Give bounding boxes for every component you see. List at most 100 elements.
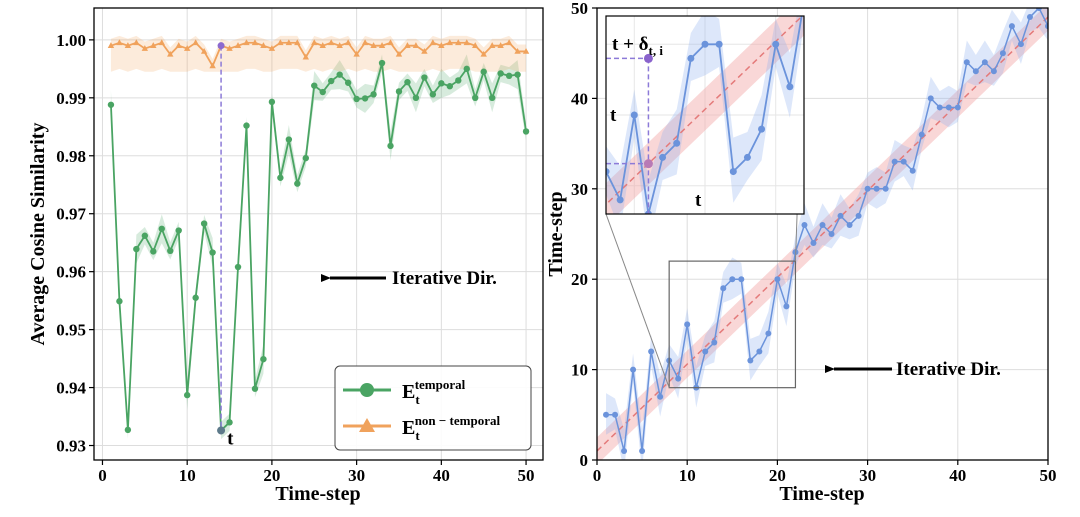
legend-marker-temporal: [360, 383, 374, 397]
temporal-point: [192, 294, 199, 301]
inset-series-point: [574, 154, 581, 161]
temporal-point: [336, 71, 343, 78]
non-temporal-point: [438, 42, 445, 48]
right-series-point: [621, 447, 628, 454]
right-series-point: [747, 357, 754, 364]
inset-series-point: [606, 168, 610, 176]
temporal-point: [302, 154, 309, 162]
inset-series-point: [532, 310, 539, 317]
non-temporal-point: [463, 39, 470, 46]
right-series-point: [855, 212, 862, 219]
non-temporal-point: [353, 50, 360, 57]
left-y-ticks: 0.93 0.94 0.95 0.96 0.97 0.98 0.99 1.00: [56, 31, 94, 456]
right-y-tick-label: 50: [571, 0, 588, 18]
right-x-tick-label: 10: [679, 466, 696, 485]
left-x-tick-label: 20: [263, 466, 280, 485]
right-series-point: [891, 158, 898, 165]
temporal-point: [260, 355, 267, 363]
non-temporal-point: [370, 42, 377, 48]
right-series-point: [603, 411, 610, 418]
temporal-point: [472, 94, 479, 102]
right-y-ticks: 0 10 20 30 40 50: [571, 0, 597, 470]
inset-series-point: [743, 153, 751, 161]
right-x-tick-label: 30: [859, 466, 876, 485]
temporal-point: [243, 122, 250, 129]
legend-label-non-temporal: Etnon − temporal: [402, 413, 500, 443]
inset-series-point: [630, 111, 638, 119]
right-series-point: [1017, 41, 1024, 48]
left-legend: Ettemporal Etnon − temporal: [334, 365, 532, 451]
inset-t-delta-label: t + δt, i: [612, 34, 663, 58]
non-temporal-point: [319, 42, 326, 48]
inset-frame: [605, 15, 805, 215]
temporal-point: [455, 77, 462, 84]
temporal-point: [277, 174, 284, 181]
inset-series-point: [701, 40, 709, 48]
inset-chart: t + δt, i t t: [518, 0, 808, 317]
right-series-point: [639, 447, 646, 454]
temporal-point: [251, 385, 259, 392]
inset-series-point: [729, 168, 737, 176]
non-temporal-point: [311, 39, 318, 46]
inset-series-point: [588, 225, 595, 232]
inset-series-point: [687, 54, 695, 62]
right-series-point: [612, 411, 619, 418]
right-series-point: [873, 185, 880, 192]
right-series-point: [882, 185, 889, 192]
non-temporal-point: [336, 42, 343, 48]
right-series-point: [738, 276, 745, 283]
right-series-point: [801, 221, 808, 228]
non-temporal-point: [183, 45, 191, 51]
inset-series-point: [758, 125, 766, 133]
left-y-tick-label: 0.97: [56, 205, 86, 224]
right-series-point: [864, 185, 871, 192]
non-temporal-point: [344, 39, 352, 46]
left-t-low-point: [217, 426, 226, 435]
right-series-point: [648, 348, 655, 355]
legend-entry-non-temporal: Etnon − temporal: [343, 413, 500, 443]
right-diagonal-line: [597, 16, 1048, 452]
non-temporal-point: [488, 42, 496, 48]
right-plot-frame: [596, 7, 1049, 461]
non-temporal-point: [141, 45, 149, 51]
inset-series-point: [715, 40, 723, 48]
non-temporal-point: [260, 42, 267, 48]
non-temporal-point: [446, 39, 454, 46]
non-temporal-point: [412, 42, 420, 48]
temporal-point: [268, 98, 276, 106]
temporal-point: [167, 247, 174, 255]
inset-bands: [606, 16, 804, 214]
inset-series-point: [673, 139, 681, 147]
right-x-ticks: 0 10 20 30 40 50: [593, 460, 1057, 485]
non-temporal-point: [268, 45, 276, 51]
non-temporal-point: [361, 39, 369, 46]
left-t-label: t: [227, 428, 234, 449]
right-series-point: [990, 68, 997, 75]
right-series-point: [846, 221, 853, 228]
right-series-point: [729, 276, 736, 283]
left-chart: t 0 10 20 30 40 50 0.930.940.950.960.970.980.…: [27, 7, 544, 505]
inset-series-point: [801, 0, 808, 5]
right-series-point: [657, 393, 664, 400]
left-x-ticks: 0 10 20 30 40 50: [98, 460, 535, 485]
temporal-point: [404, 78, 411, 86]
left-series: [107, 39, 530, 434]
right-series-point: [909, 167, 916, 174]
non-temporal-point: [294, 39, 301, 46]
right-series-point: [1035, 8, 1042, 11]
inset-series-point: [518, 253, 525, 260]
left-y-tick-label: 0.98: [56, 147, 86, 166]
temporal-point: [344, 79, 352, 86]
temporal-point: [505, 72, 513, 80]
temporal-point: [480, 68, 487, 75]
temporal-point: [378, 59, 386, 67]
left-x-axis-label: Time-step: [275, 483, 360, 505]
right-series-point: [900, 158, 907, 165]
non-temporal-point: [514, 47, 521, 54]
temporal-point: [294, 180, 301, 187]
inset-t-label-left: t: [610, 105, 617, 126]
non-temporal-point: [124, 42, 132, 48]
non-temporal-point: [480, 50, 487, 57]
non-temporal-point: [421, 47, 428, 54]
left-y-tick-label: 0.96: [56, 263, 86, 282]
